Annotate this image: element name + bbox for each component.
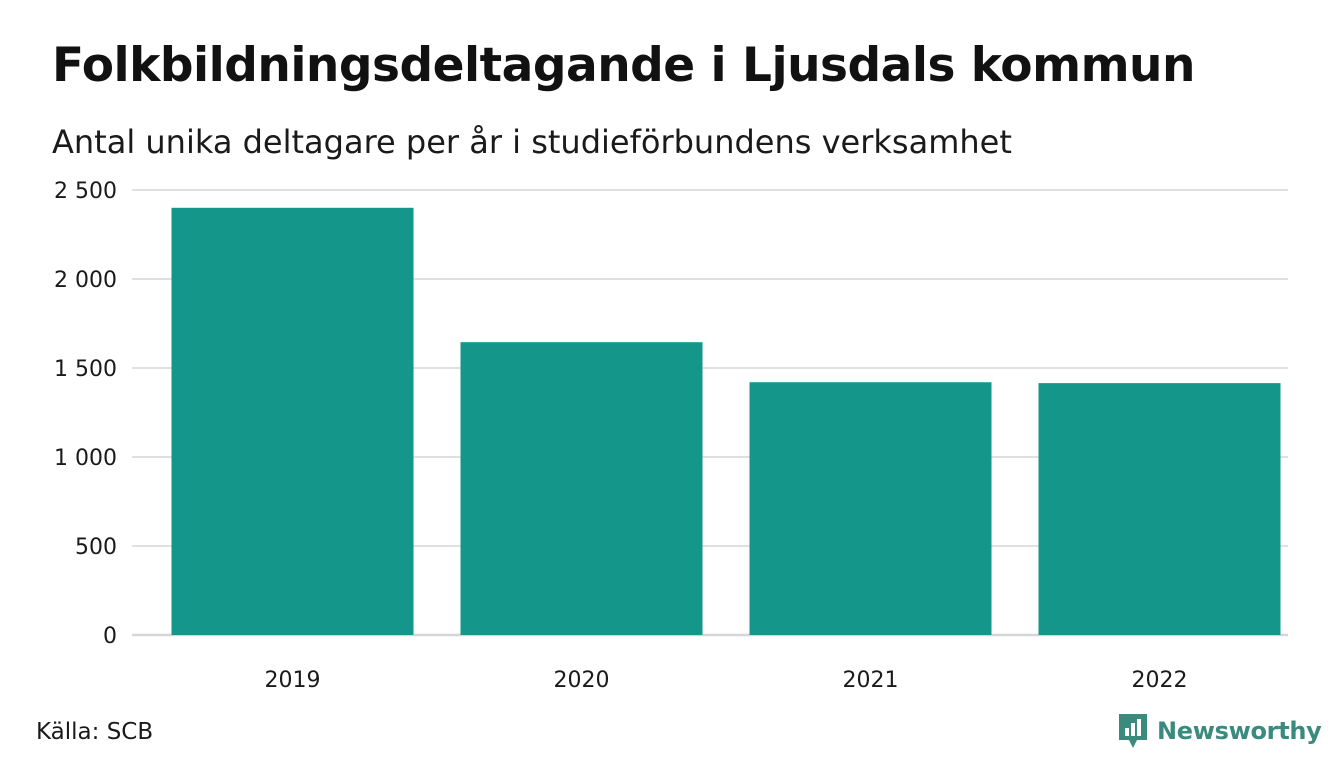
chart-title: Folkbildningsdeltagande i Ljusdals kommu… [52,38,1195,93]
bar-2021 [749,382,992,635]
x-tick-label: 2020 [554,668,610,693]
bars [171,207,1281,636]
y-tick-label: 2 500 [54,179,117,204]
bar-chart: 0 500 1 000 1 500 2 000 2 500 2019 2020 2021 202… [54,179,1288,693]
newsworthy-logo-icon [1119,714,1147,748]
bar-2022 [1038,383,1281,635]
x-tick-label: 2022 [1132,668,1188,693]
source-note: Källa: SCB [36,719,154,745]
y-tick-label: 1 000 [54,446,117,471]
y-tick-label: 500 [75,535,117,560]
bar-2020 [460,342,703,635]
bar-2019 [171,207,414,636]
x-tick-label: 2021 [843,668,899,693]
x-tick-label: 2019 [265,668,321,693]
brand-name: Newsworthy [1157,717,1322,745]
y-tick-label: 1 500 [54,357,117,382]
y-axis-ticks: 0 500 1 000 1 500 2 000 2 500 [54,179,117,649]
chart-subtitle: Antal unika deltagare per år i studieför… [52,123,1012,161]
x-axis-ticks: 2019 2020 2021 2022 [265,668,1188,693]
y-tick-label: 0 [103,624,117,649]
y-tick-label: 2 000 [54,268,117,293]
brand-logo: Newsworthy [1117,712,1322,750]
